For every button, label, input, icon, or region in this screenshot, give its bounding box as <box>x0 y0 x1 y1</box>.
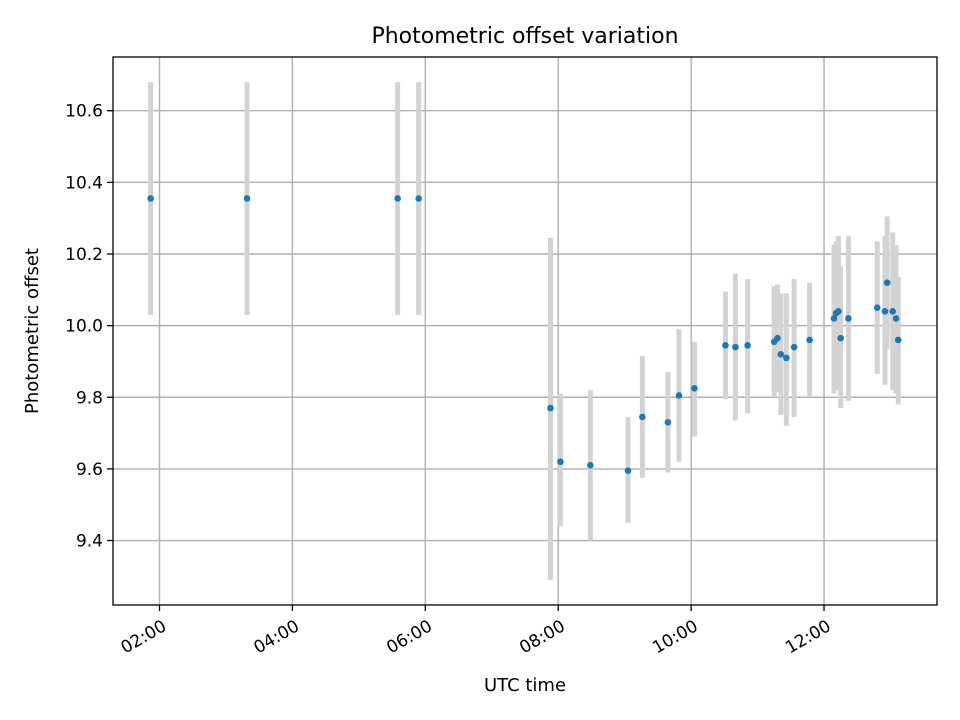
data-point <box>837 334 844 342</box>
y-tick-label: 9.6 <box>76 460 103 480</box>
data-point <box>691 385 698 392</box>
data-point <box>806 336 813 344</box>
data-point <box>243 195 251 202</box>
x-tick-label: 06:00 <box>383 616 435 658</box>
chart-title: Photometric offset variation <box>371 24 678 49</box>
y-tick-label: 9.4 <box>76 532 103 552</box>
data-point <box>790 343 798 351</box>
data-point <box>547 404 554 412</box>
y-tick-label: 10.6 <box>65 102 103 122</box>
data-point <box>894 336 902 344</box>
data-point <box>587 462 594 469</box>
y-tick-label: 9.8 <box>76 388 103 408</box>
x-tick-label: 10:00 <box>649 616 701 658</box>
y-tick-label: 10.2 <box>65 245 103 265</box>
data-point <box>639 413 646 421</box>
data-point <box>883 279 891 286</box>
data-point <box>889 308 896 315</box>
x-axis-label: UTC time <box>484 675 566 696</box>
grid-lines <box>113 57 937 605</box>
data-point <box>394 195 401 202</box>
x-tick-label: 02:00 <box>118 616 170 658</box>
x-tick-label: 04:00 <box>250 616 302 658</box>
data-point <box>624 467 632 474</box>
data-point <box>675 392 683 399</box>
y-axis-label: Photometric offset <box>22 248 43 414</box>
data-point <box>732 343 739 351</box>
data-point <box>774 334 781 342</box>
data-point <box>845 315 852 322</box>
y-tick-label: 10.4 <box>65 173 103 193</box>
data-point <box>744 342 751 349</box>
x-tick-label: 08:00 <box>516 616 568 658</box>
data-point <box>881 308 889 315</box>
y-tick-label: 10.0 <box>65 317 103 337</box>
data-point <box>873 304 881 312</box>
data-point <box>415 195 422 202</box>
error-bars <box>148 82 901 580</box>
data-point <box>835 308 842 315</box>
x-axis-ticks: 02:00 04:00 06:00 08:00 10:00 12:00 <box>118 605 835 658</box>
data-point <box>777 350 785 358</box>
data-point <box>830 315 838 322</box>
data-point <box>722 342 729 349</box>
x-tick-label: 12:00 <box>782 616 834 658</box>
data-point <box>664 419 672 426</box>
data-point <box>147 195 154 202</box>
plot-frame <box>112 56 938 606</box>
data-points <box>147 195 902 474</box>
y-axis-ticks: 9.4 9.6 9.8 10.0 10.2 10.4 10.6 <box>65 102 113 552</box>
data-point <box>783 354 790 362</box>
data-point <box>892 315 900 322</box>
data-point <box>557 458 564 466</box>
